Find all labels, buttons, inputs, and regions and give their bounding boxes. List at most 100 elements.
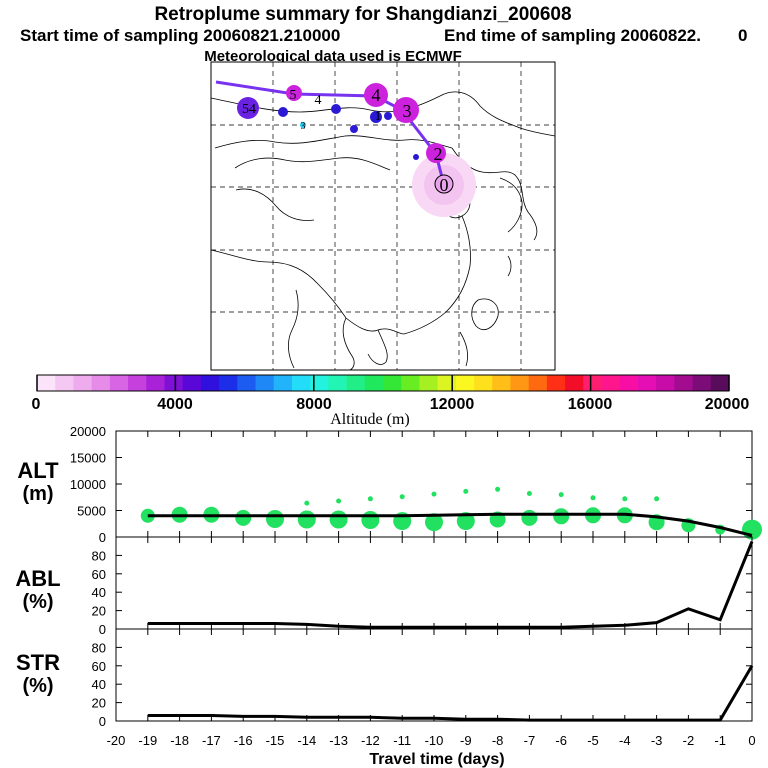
colorbar-swatch [182, 375, 202, 391]
colorbar-swatch [310, 375, 329, 391]
str-panel-frame [115, 628, 753, 722]
str-ylabel-line1: STR [16, 650, 60, 675]
colorbar-swatch [401, 375, 421, 391]
altitude-colorbar [36, 374, 730, 392]
alt-spread-bubble [329, 510, 348, 529]
x-tick-label: -2 [683, 733, 695, 748]
trajectory-markers [237, 83, 454, 194]
colorbar-swatch [73, 375, 93, 391]
colorbar-swatch [55, 375, 75, 391]
x-tick-label: -1 [714, 733, 726, 748]
x-tick-label: -4 [619, 733, 631, 748]
colorbar-tick-12000: 12000 [430, 396, 475, 413]
alt-upper-dot [590, 495, 596, 501]
colorbar-swatch [528, 375, 548, 391]
x-tick-labels: -20 -19 -18 -17 -16 -15 -14 -13 -12 -11 -10 -9 -8 -7-… [107, 733, 756, 748]
colorbar-swatch [419, 375, 439, 391]
colorbar-swatch [474, 375, 493, 391]
abl-ytick-label: 0 [99, 622, 106, 637]
alt-ytick-label: 10000 [70, 477, 106, 492]
alt-upper-dot [304, 500, 310, 506]
x-tick-label: -11 [393, 733, 411, 748]
colorbar-swatch [674, 375, 694, 391]
colorbar-swatch [619, 375, 639, 391]
colorbar-axis-label: Altitude (m) [330, 411, 410, 428]
alt-upper-dot [622, 496, 628, 502]
abl-ytick-label: 20 [92, 604, 106, 619]
abl-ylabel-line2: (%) [22, 591, 53, 613]
alt-ytick-label: 15000 [70, 451, 106, 466]
marker-day-4 [364, 83, 388, 107]
colorbar-swatch [710, 375, 730, 391]
alt-spread-bubble [553, 508, 570, 525]
alt-spread-bubble [521, 509, 538, 526]
colorbar-swatch [109, 375, 129, 391]
traj-label-54: 54 [242, 102, 256, 117]
colorbar-tick-20000: 20000 [705, 396, 750, 413]
marker-day-3 [393, 97, 419, 123]
marker-day-0 [434, 174, 454, 194]
traj-label-5: 5 [290, 88, 297, 103]
alt-spread-bubble [235, 509, 252, 526]
start-time-label: Start time of sampling 20060821.210000 [20, 26, 340, 45]
map-coastlines [210, 91, 556, 371]
colorbar-swatch [601, 375, 621, 391]
alt-upper-dot [495, 486, 501, 492]
marker-cluster-blue-a [370, 111, 382, 123]
figure-title: Retroplume summary for Shangdianzi_20060… [154, 4, 571, 25]
str-ylabel-line2: (%) [22, 675, 53, 697]
x-tick-label: 0 [748, 733, 755, 748]
colorbar-swatch [237, 375, 257, 391]
abl-panel-frame [115, 536, 753, 630]
alt-upper-dot [431, 491, 437, 497]
marker-cluster-blue-e [384, 112, 392, 120]
alt-spread-bubble [361, 511, 380, 529]
colorbar-swatch [546, 375, 566, 391]
map-frame [210, 61, 556, 371]
map-gridlines [211, 62, 555, 370]
traj-label-3: 3 [403, 101, 412, 121]
abl-ylabel-line1: ABL [15, 566, 60, 591]
alt-ytick-label: 20000 [70, 424, 106, 439]
str-panel: 0 20 40 60 80 [92, 628, 754, 729]
traj-label-4b: 4 [315, 93, 322, 108]
abl-ytick-label: 60 [92, 567, 106, 582]
str-ytick-label: 80 [92, 640, 106, 655]
x-tick-label: -16 [234, 733, 253, 748]
colorbar-swatch [328, 375, 348, 391]
alt-spread-bubble [456, 512, 475, 531]
x-tick-label: -20 [107, 733, 126, 748]
alt-ylabel-line2: (m) [22, 483, 53, 505]
alt-ytick-label: 5000 [77, 504, 106, 519]
marker-cluster-cyan [300, 122, 306, 128]
marker-day-5-4 [237, 97, 259, 119]
colorbar-tick-16000: 16000 [568, 396, 613, 413]
colorbar-swatch [128, 375, 147, 391]
alt-spread-bubble [266, 510, 284, 528]
traj-label-2: 2 [434, 144, 443, 164]
str-ytick-label: 60 [92, 659, 106, 674]
colorbar-swatch [692, 375, 712, 391]
end-time-label: End time of sampling 20060822. [444, 26, 701, 45]
colorbar-swatch [455, 375, 475, 391]
time-series-panels: 0 5000 10000 15000 20000 0 20 40 60 80 0 20 40 60 80 -2… [70, 424, 762, 748]
x-tick-label: -19 [138, 733, 157, 748]
abl-line [147, 541, 754, 629]
alt-upper-dot [399, 494, 405, 500]
colorbar-swatch [164, 375, 184, 391]
abl-panel: 0 20 40 60 80 [92, 536, 754, 637]
marker-cluster-blue-c [278, 107, 288, 117]
marker-cluster-blue-f [413, 154, 419, 160]
colorbar-swatch [291, 375, 311, 391]
colorbar-tick-4000: 4000 [157, 396, 193, 413]
colorbar-swatch [255, 375, 275, 391]
x-tick-label: -14 [297, 733, 316, 748]
x-tick-label: -5 [587, 733, 599, 748]
abl-ytick-label: 80 [92, 548, 106, 563]
str-ytick-label: 0 [99, 714, 106, 729]
colorbar-swatch [510, 375, 530, 391]
x-tick-label: -15 [266, 733, 285, 748]
x-tick-label: -18 [170, 733, 189, 748]
colorbar-swatch [219, 375, 238, 391]
x-tick-label: -13 [329, 733, 348, 748]
